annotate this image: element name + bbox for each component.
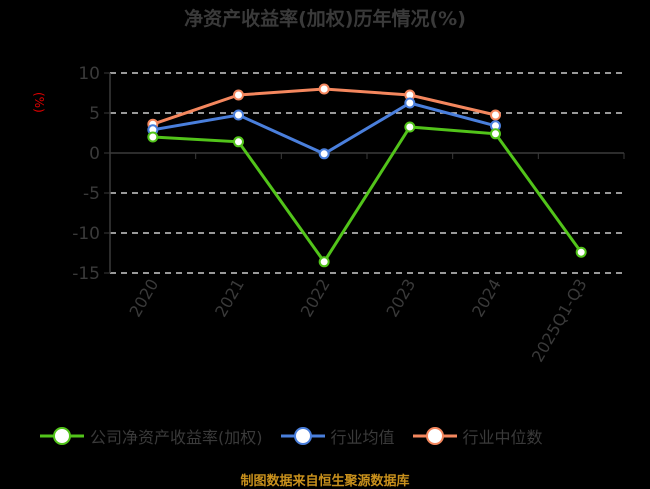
data-point[interactable] [490, 128, 501, 140]
data-point[interactable] [575, 246, 587, 258]
x-tick-label: 2022 [297, 276, 334, 321]
legend: 公司净资产收益率(加权) 行业均值 行业中位数 [40, 424, 543, 448]
data-point[interactable] [318, 256, 330, 268]
x-tick-label: 2023 [382, 276, 419, 321]
x-tick-label: 2025Q1-Q3 [528, 276, 591, 366]
series-line [152, 125, 583, 265]
legend-marker-icon [412, 427, 457, 445]
data-point[interactable] [318, 148, 330, 160]
chart-title: 净资产收益率(加权)历年情况(%) [184, 8, 466, 30]
legend-marker-icon [40, 427, 84, 445]
x-tick-label: 2024 [468, 276, 505, 321]
line-chart: 10 5 0 -5 -10 -15 2020 2021 2022 2023 2024 2025Q1-Q… [72, 64, 625, 366]
legend-item-company[interactable]: 公司净资产收益率(加权) [40, 424, 263, 448]
x-tick-label: 2020 [125, 276, 162, 321]
x-tick-label: 2021 [211, 276, 248, 321]
data-point[interactable] [404, 97, 416, 109]
y-tick-label: -5 [83, 184, 100, 204]
y-tick-label: -10 [72, 224, 100, 244]
data-point[interactable] [233, 109, 244, 121]
y-tick-label: 5 [89, 104, 100, 124]
legend-item-industry-median[interactable]: 行业中位数 [412, 424, 543, 448]
data-point[interactable] [233, 136, 244, 148]
legend-marker-icon [280, 427, 325, 445]
data-point[interactable] [404, 121, 416, 133]
legend-label: 行业中位数 [462, 428, 543, 447]
y-tick-label: 0 [89, 144, 100, 164]
data-point[interactable] [147, 131, 159, 143]
y-tick-label: -15 [72, 264, 100, 284]
legend-item-industry-avg[interactable]: 行业均值 [280, 424, 395, 448]
data-source-note: 制图数据来自恒生聚源数据库 [240, 474, 410, 489]
legend-label: 公司净资产收益率(加权) [90, 428, 263, 447]
legend-label: 行业均值 [330, 428, 395, 447]
data-point[interactable] [233, 89, 244, 101]
y-tick-label: 10 [78, 64, 100, 84]
data-point[interactable] [490, 109, 501, 121]
data-point[interactable] [318, 83, 330, 95]
